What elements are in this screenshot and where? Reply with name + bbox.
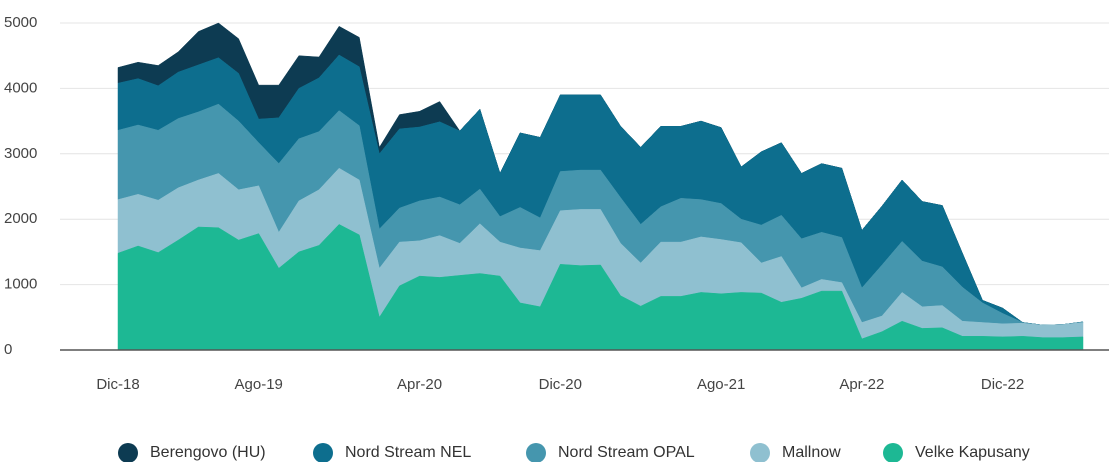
legend-swatch <box>118 443 138 462</box>
x-tick-label: Apr-20 <box>397 376 442 393</box>
x-tick-label: Ago-21 <box>697 376 745 393</box>
y-tick-label: 4000 <box>4 79 37 96</box>
legend-swatch <box>750 443 770 462</box>
y-tick-label: 2000 <box>4 210 37 227</box>
legend-swatch <box>526 443 546 462</box>
x-tick-label: Apr-22 <box>839 376 884 393</box>
x-tick-label: Ago-19 <box>235 376 283 393</box>
legend-label: Nord Stream OPAL <box>558 444 695 461</box>
x-tick-label: Dic-22 <box>981 376 1024 393</box>
y-tick-label: 3000 <box>4 145 37 162</box>
legend-label: Velke Kapusany <box>915 444 1030 461</box>
y-tick-label: 1000 <box>4 276 37 293</box>
y-tick-label: 0 <box>4 341 12 358</box>
y-tick-label: 5000 <box>4 14 37 31</box>
legend-swatch <box>883 443 903 462</box>
legend-label: Mallnow <box>782 444 841 461</box>
legend-label: Berengovo (HU) <box>150 444 266 461</box>
x-tick-label: Dic-18 <box>96 376 139 393</box>
x-tick-label: Dic-20 <box>539 376 582 393</box>
legend-swatch <box>313 443 333 462</box>
legend-label: Nord Stream NEL <box>345 444 471 461</box>
